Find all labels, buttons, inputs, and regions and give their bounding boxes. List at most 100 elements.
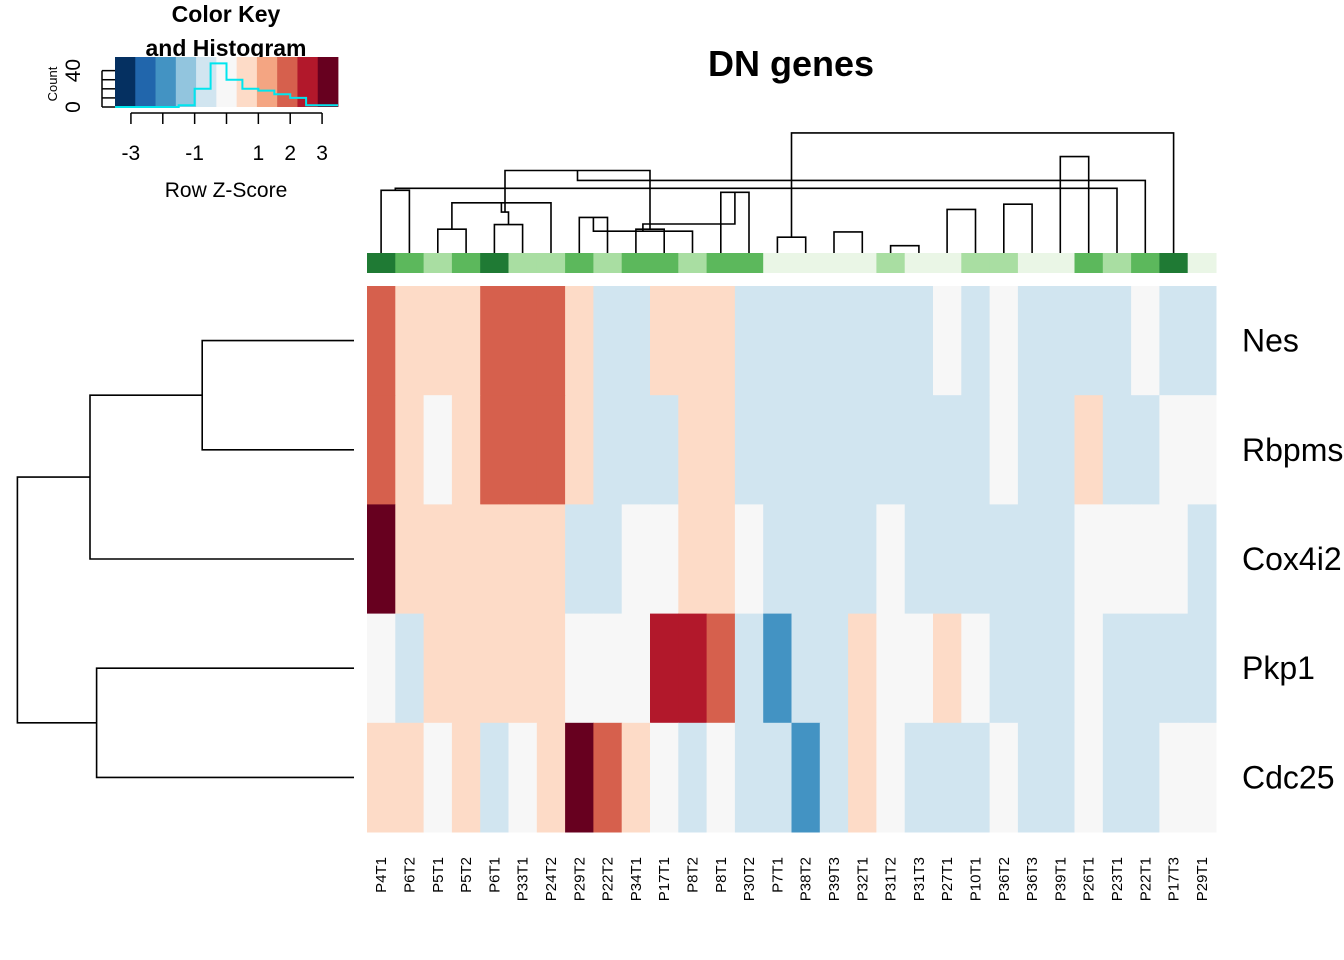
heatmap-cell [650,613,679,724]
heatmap-cell [791,395,821,505]
heatmap-cell [650,286,679,396]
heatmap-cell [451,395,481,505]
color-key-title-line2: and Histogram [145,35,306,61]
heatmap-cell [876,504,906,615]
heatmap-cell [933,613,962,724]
heatmap-cell [1187,613,1217,724]
column-label: P33T1 [515,857,532,901]
heatmap-cell [1046,613,1075,724]
heatmap-cell [904,395,934,505]
heatmap-cell [706,613,736,724]
column-side-color [904,253,934,273]
heatmap-cell [876,395,906,505]
heatmap-cell [1131,613,1160,724]
heatmap-cell [367,286,396,396]
column-label: P36T2 [996,857,1013,901]
heatmap-cell [876,722,906,833]
color-key-swatch [216,57,238,107]
heatmap-cell [1131,504,1160,615]
heatmap-cell [1102,613,1132,724]
column-label: P39T3 [826,857,843,901]
heatmap-cell [989,504,1019,615]
column-side-color [650,253,679,273]
heatmap-cell [706,286,736,396]
heatmap-cell [593,395,623,505]
heatmap-cell [621,395,651,505]
heatmap-cell [451,613,481,724]
heatmap-cell [904,613,934,724]
heatmap-cell [451,286,481,396]
heatmap-cell [1074,722,1104,833]
color-key-swatch [155,57,177,107]
row-label: Pkp1 [1242,650,1315,686]
heatmap-cell [904,722,934,833]
heatmap-cell [791,504,821,615]
heatmap-cell [678,286,708,396]
column-label: P31T3 [911,857,928,901]
heatmap-cell [367,395,396,505]
heatmap-cell [961,286,991,396]
heatmap-cell [734,504,764,615]
heatmap-cell [1131,722,1160,833]
heatmap-cell [367,613,396,724]
column-side-color [989,253,1019,273]
heatmap-cell [621,613,651,724]
heatmap-cell [1159,286,1189,396]
heatmap-cell [819,504,849,615]
column-label: P6T1 [486,857,503,893]
color-key-x-axis: -3 -1 1 2 3 [122,112,328,165]
column-label: P30T2 [741,857,758,901]
dendrogram-branch [95,667,354,779]
column-side-color [593,253,623,273]
column-label: P32T1 [854,857,871,901]
heatmap-cell [423,613,453,724]
dendrogram-branch [201,339,354,451]
histogram-line [115,62,338,108]
heatmap-cell [848,504,877,615]
column-side-color [423,253,453,273]
heatmap-cell [1187,395,1217,505]
heatmap-cell [593,504,623,615]
heatmap-cell [480,286,509,396]
color-key-swatch [115,57,136,107]
heatmap-cell [1187,286,1217,396]
column-side-color [621,253,651,273]
heatmap-cell [395,286,425,396]
heatmap-cell [961,504,991,615]
column-label: P23T1 [1109,857,1126,901]
heatmap-cell [565,613,594,724]
heatmap-cell [395,613,425,724]
heatmap-cell [734,395,764,505]
chart-title: DN genes [708,43,874,84]
heatmap-cell [423,722,453,833]
column-label: P22T2 [600,857,617,901]
heatmap-cell [678,395,708,505]
column-label: P8T2 [685,857,702,893]
heatmap-cell [734,722,764,833]
heatmap-cell [1017,395,1047,505]
heatmap-cell [423,286,453,396]
dendrogram-branch [642,192,736,232]
heatmap-cell [1074,613,1104,724]
heatmap-cell [961,722,991,833]
heatmap-cell [1102,286,1132,396]
dendrogram-branch [833,231,864,253]
heatmap-cell [1017,504,1047,615]
heatmap-cells [367,286,1217,833]
row-label: Rbpms [1242,432,1343,468]
x-tick-label: 2 [284,142,296,165]
heatmap-cell [1046,722,1075,833]
heatmap-cell [565,286,594,396]
column-label: P4T1 [373,857,390,893]
heatmap-cell [1187,504,1217,615]
heatmap-cell [621,722,651,833]
heatmap-cell [1017,722,1047,833]
heatmap-cell [848,722,877,833]
column-label: P5T2 [458,857,475,893]
heatmap-cell [791,286,821,396]
column-side-color [1131,253,1160,273]
y-tick-label: 0 [62,101,85,113]
heatmap-cell [650,722,679,833]
color-key-swatch [196,57,217,107]
heatmap-cell [1159,613,1189,724]
